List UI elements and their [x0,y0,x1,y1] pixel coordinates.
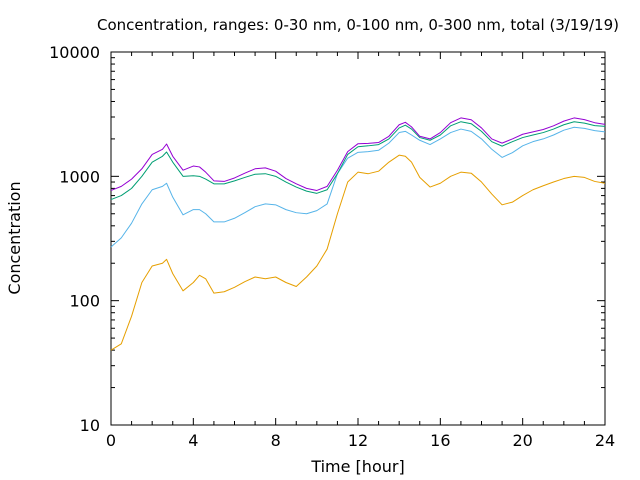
x-tick-label: 16 [430,431,450,450]
y-tick-label: 1000 [59,167,100,186]
x-tick-label: 4 [188,431,198,450]
y-tick-label: 10000 [49,43,100,62]
x-axis-label: Time [hour] [310,457,404,476]
x-tick-label: 0 [106,431,116,450]
plot-area: 0 4 8 12 16 20 24 10 100 1000 10000 [49,43,615,450]
x-tick-label: 24 [595,431,615,450]
plot-frame [110,51,606,426]
series-line-2 [110,126,606,248]
y-axis-label: Concentration [5,181,24,294]
x-tick-label: 20 [512,431,532,450]
y-tick-label: 100 [69,292,100,311]
x-tick-label: 8 [271,431,281,450]
series-line-3 [110,121,606,201]
y-tick-label: 10 [80,416,100,435]
x-tick-label: 12 [348,431,368,450]
series-line-1 [110,154,606,351]
series-line-4 [110,117,606,191]
chart-title: Concentration, ranges: 0-30 nm, 0-100 nm… [97,16,619,34]
